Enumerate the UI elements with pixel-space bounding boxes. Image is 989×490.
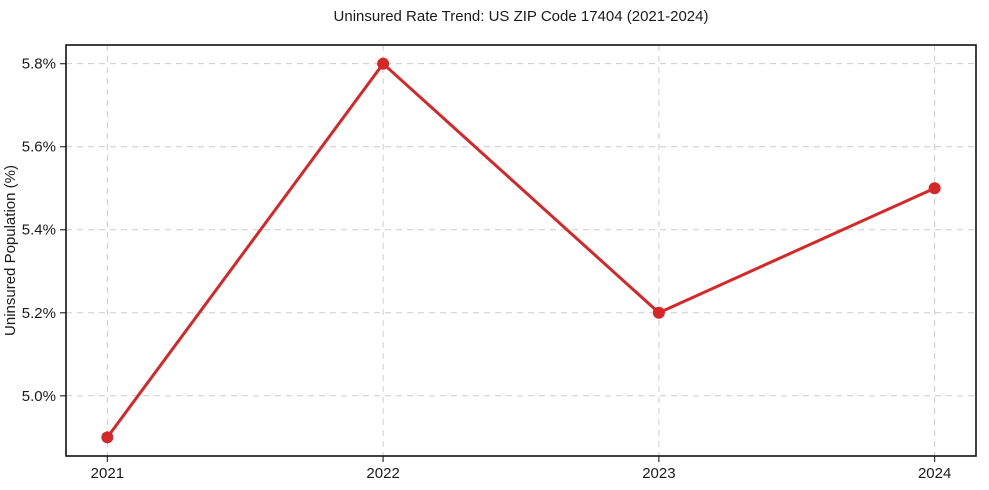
y-axis-label: Uninsured Population (%) [2, 165, 19, 336]
y-tick-label: 5.0% [22, 388, 56, 405]
data-point-2022 [377, 57, 390, 70]
x-tick-label: 2022 [366, 465, 399, 482]
x-tick-label: 2023 [642, 465, 675, 482]
chart-title: Uninsured Rate Trend: US ZIP Code 17404 … [334, 8, 709, 25]
trend-line [105, 62, 937, 439]
y-tick-label: 5.8% [22, 56, 56, 73]
y-tick-label: 5.2% [22, 305, 56, 322]
axis-layer: 2021 2022 2023 2024 5.0% 5.2% 5.4% 5.6% 5.8% [22, 44, 977, 482]
data-point-2024 [928, 182, 941, 195]
y-tick-label: 5.4% [22, 222, 56, 239]
x-tick-label: 2024 [918, 465, 951, 482]
data-point-2023 [652, 306, 665, 319]
data-point-2021 [101, 431, 114, 444]
y-tick-label: 5.6% [22, 139, 56, 156]
plot-border [65, 44, 977, 457]
x-tick-label: 2021 [91, 465, 124, 482]
data-layer [101, 57, 941, 444]
grid-layer [66, 45, 976, 456]
